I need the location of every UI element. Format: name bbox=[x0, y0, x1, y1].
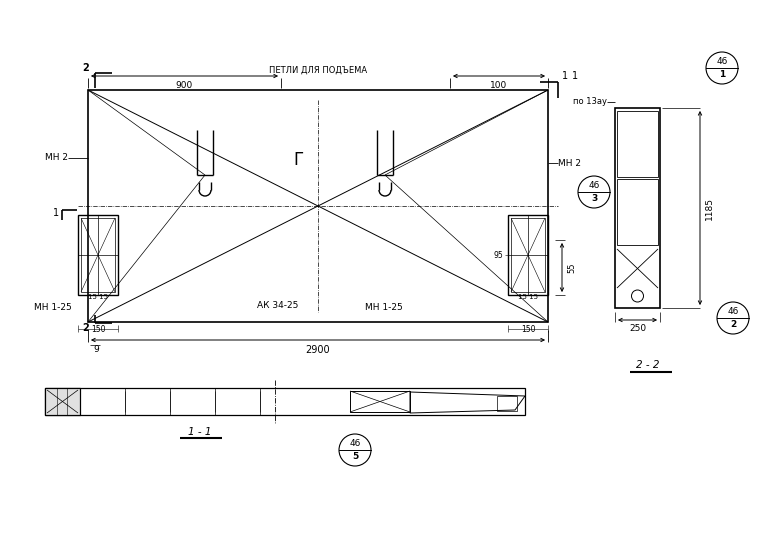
Bar bbox=[508, 215, 548, 295]
Text: МН 1-25: МН 1-25 bbox=[34, 303, 72, 313]
Text: 250: 250 bbox=[629, 324, 646, 333]
Text: 2: 2 bbox=[730, 320, 736, 329]
Text: 2900: 2900 bbox=[306, 345, 330, 355]
Bar bbox=[350, 391, 410, 412]
Bar bbox=[617, 179, 658, 245]
Bar bbox=[88, 90, 548, 322]
Text: 46: 46 bbox=[588, 182, 600, 190]
Text: 1: 1 bbox=[53, 208, 59, 218]
Text: 100: 100 bbox=[490, 81, 507, 90]
Text: 1 - 1: 1 - 1 bbox=[188, 427, 212, 437]
Text: по 13ау: по 13ау bbox=[573, 98, 607, 107]
Text: 15 15: 15 15 bbox=[518, 294, 538, 300]
Bar bbox=[78, 215, 118, 295]
Bar bbox=[81, 218, 115, 292]
Bar bbox=[617, 111, 658, 177]
Text: 2: 2 bbox=[83, 63, 89, 73]
Text: 1: 1 bbox=[562, 71, 568, 81]
Text: 1: 1 bbox=[719, 70, 725, 79]
Text: МН 2: МН 2 bbox=[45, 154, 68, 162]
Text: 2: 2 bbox=[83, 323, 89, 333]
Text: 5: 5 bbox=[352, 452, 358, 461]
Text: 46: 46 bbox=[349, 439, 361, 448]
Bar bbox=[45, 388, 525, 415]
Text: 150: 150 bbox=[91, 326, 105, 335]
Text: 95: 95 bbox=[494, 251, 503, 259]
Text: 9: 9 bbox=[93, 345, 99, 355]
Bar bbox=[615, 108, 660, 308]
Circle shape bbox=[339, 434, 371, 466]
Circle shape bbox=[578, 176, 610, 208]
Bar bbox=[45, 388, 80, 415]
Bar bbox=[45, 388, 80, 415]
Text: 1: 1 bbox=[572, 71, 578, 81]
Text: 2 - 2: 2 - 2 bbox=[636, 360, 660, 370]
Text: ПЕТЛИ ДЛЯ ПОДЪЕМА: ПЕТЛИ ДЛЯ ПОДЪЕМА bbox=[269, 66, 367, 74]
Text: 3: 3 bbox=[591, 194, 597, 203]
Text: Г: Г bbox=[293, 151, 303, 169]
Text: АК 34-25: АК 34-25 bbox=[257, 301, 299, 309]
Text: 55: 55 bbox=[567, 262, 576, 273]
Text: 46: 46 bbox=[727, 307, 739, 316]
Text: 46: 46 bbox=[717, 58, 727, 66]
Circle shape bbox=[717, 302, 749, 334]
Text: МН 2: МН 2 bbox=[558, 158, 581, 168]
Text: 1185: 1185 bbox=[705, 197, 714, 219]
Text: 150: 150 bbox=[521, 326, 536, 335]
Bar bbox=[497, 396, 517, 411]
Circle shape bbox=[706, 52, 738, 84]
Text: 900: 900 bbox=[176, 81, 193, 90]
Bar bbox=[511, 218, 545, 292]
Text: МН 1-25: МН 1-25 bbox=[365, 303, 403, 313]
Text: 15 15: 15 15 bbox=[88, 294, 108, 300]
